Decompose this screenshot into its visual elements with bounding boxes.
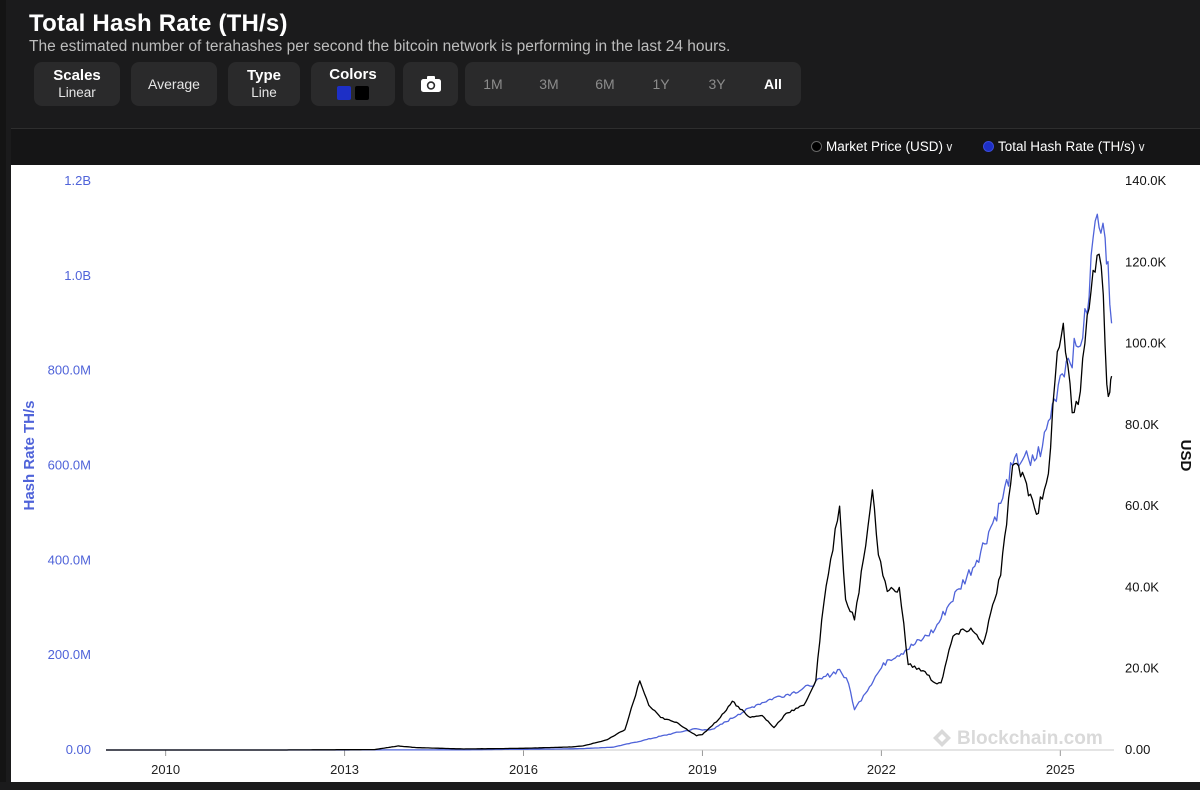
y-left-tick-label: 1.0B <box>64 268 91 283</box>
range-selector: 1M 3M 6M 1Y 3Y All <box>465 62 801 106</box>
y-right-tick-label: 120.0K <box>1125 254 1167 269</box>
chevron-down-icon: ∨ <box>945 139 954 154</box>
scales-label: Scales <box>53 67 101 84</box>
camera-icon <box>420 76 441 92</box>
range-1y[interactable]: 1Y <box>652 76 670 92</box>
legend-dot-black <box>811 141 822 152</box>
scales-button[interactable]: Scales Linear <box>34 62 120 106</box>
range-6m[interactable]: 6M <box>595 76 615 92</box>
type-label: Type <box>247 67 281 84</box>
page-subtitle: The estimated number of terahashes per s… <box>29 38 731 55</box>
y-left-tick-label: 200.0M <box>48 647 91 662</box>
type-value: Line <box>251 85 277 100</box>
average-label: Average <box>148 76 200 92</box>
x-tick-label: 2025 <box>1046 762 1075 777</box>
x-tick-label: 2022 <box>867 762 896 777</box>
range-3y[interactable]: 3Y <box>708 76 726 92</box>
y-left-tick-label: 1.2B <box>64 173 91 188</box>
y-left-axis-title: Hash Rate TH/s <box>21 400 38 510</box>
page-title: Total Hash Rate (TH/s) <box>29 10 288 37</box>
y-left-tick-label: 0.00 <box>66 742 91 757</box>
swatch-black[interactable] <box>355 86 369 100</box>
range-1m[interactable]: 1M <box>483 76 503 92</box>
market-price-series-line <box>106 253 1113 751</box>
legend-dot-blue <box>983 141 994 152</box>
type-button[interactable]: Type Line <box>228 62 300 106</box>
range-all[interactable]: All <box>764 76 782 92</box>
legend-market-price-label: Market Price (USD) <box>826 139 944 154</box>
y-left-tick-label: 400.0M <box>48 552 91 567</box>
y-right-tick-label: 60.0K <box>1125 498 1159 513</box>
range-3m[interactable]: 3M <box>539 76 559 92</box>
x-tick-label: 2010 <box>151 762 180 777</box>
screenshot-button[interactable] <box>403 62 458 106</box>
legend-bar: Market Price (USD) ∨ Total Hash Rate (TH… <box>11 128 1200 166</box>
color-swatches <box>335 86 371 104</box>
chart-area: 0.00 200.0M 400.0M 600.0M 800.0M 1.0B 1.2B 0.00… <box>11 165 1200 782</box>
watermark: Blockchain.com <box>957 728 1103 749</box>
y-right-tick-label: 100.0K <box>1125 336 1167 351</box>
y-left-tick-label: 600.0M <box>48 458 91 473</box>
y-right-tick-label: 20.0K <box>1125 661 1159 676</box>
chevron-down-icon: ∨ <box>1137 139 1147 154</box>
hash-rate-chart: 0.00 200.0M 400.0M 600.0M 800.0M 1.0B 1.2B 0.00… <box>21 173 1194 777</box>
hash-rate-series-line <box>106 213 1113 751</box>
y-right-tick-label: 80.0K <box>1125 417 1159 432</box>
x-tick-label: 2013 <box>330 762 359 777</box>
legend-hash-rate[interactable]: Total Hash Rate (TH/s) ∨ <box>983 139 1146 154</box>
x-tick-label: 2019 <box>688 762 717 777</box>
colors-label: Colors <box>329 66 377 83</box>
y-left-tick-label: 800.0M <box>48 363 91 378</box>
x-tick-label: 2016 <box>509 762 538 777</box>
blockchain-logo-icon <box>933 729 951 747</box>
legend-hash-rate-label: Total Hash Rate (TH/s) <box>998 139 1136 154</box>
y-right-tick-label: 40.0K <box>1125 579 1159 594</box>
y-right-axis-title: USD <box>1177 440 1194 472</box>
y-right-tick-label: 0.00 <box>1125 742 1150 757</box>
average-button[interactable]: Average <box>131 62 217 106</box>
y-right-tick-label: 140.0K <box>1125 173 1167 188</box>
scales-value: Linear <box>58 85 96 100</box>
bottom-bar <box>0 782 1200 790</box>
swatch-blue[interactable] <box>337 86 351 100</box>
legend-market-price[interactable]: Market Price (USD) ∨ <box>811 139 954 154</box>
colors-button[interactable]: Colors <box>311 62 395 106</box>
window-left-edge <box>0 0 6 790</box>
